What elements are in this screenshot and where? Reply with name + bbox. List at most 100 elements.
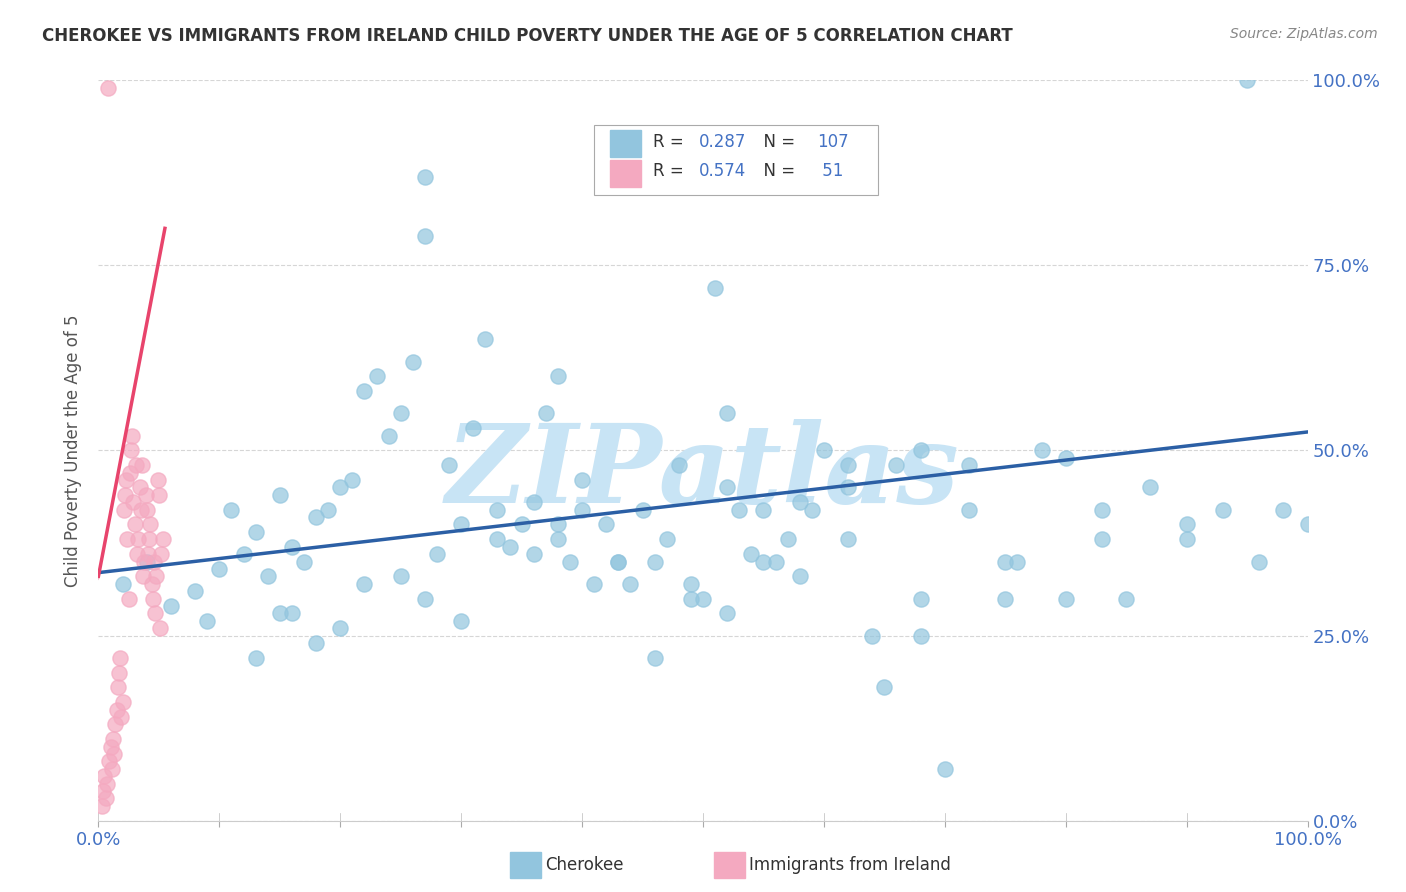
Point [1212, 502, 1234, 516]
Point [860, 628, 883, 642]
Point [305, 510, 328, 524]
Point [342, 473, 364, 487]
Point [679, 576, 702, 591]
Point [125, 458, 148, 473]
Point [547, 533, 569, 547]
FancyBboxPatch shape [610, 130, 641, 157]
Point [534, 407, 557, 421]
Point [655, 533, 678, 547]
Point [752, 555, 775, 569]
Point [115, 473, 138, 487]
Point [221, 502, 243, 516]
Point [558, 555, 581, 569]
Point [631, 502, 654, 516]
Point [93, 769, 115, 783]
Point [1296, 517, 1319, 532]
Point [292, 555, 315, 569]
Point [1175, 517, 1198, 532]
Point [607, 555, 630, 569]
Point [463, 421, 485, 435]
Point [571, 473, 593, 487]
Point [1272, 502, 1295, 516]
Point [101, 732, 124, 747]
Point [108, 650, 131, 665]
Point [789, 495, 811, 509]
Point [740, 547, 762, 561]
Point [269, 607, 291, 621]
Point [184, 584, 207, 599]
Point [118, 466, 141, 480]
Point [281, 607, 304, 621]
Point [644, 555, 666, 569]
Point [117, 533, 139, 547]
Point [679, 591, 702, 606]
Point [94, 791, 117, 805]
Point [316, 502, 339, 516]
Point [128, 480, 150, 494]
Point [136, 547, 159, 561]
Point [366, 369, 388, 384]
Point [127, 547, 149, 561]
Point [1091, 502, 1114, 516]
Point [122, 495, 145, 509]
Text: R =: R = [654, 133, 689, 151]
Point [110, 710, 132, 724]
Point [245, 650, 267, 665]
FancyBboxPatch shape [610, 160, 641, 187]
Point [329, 480, 352, 494]
Point [595, 517, 617, 532]
Point [910, 591, 932, 606]
Point [305, 636, 328, 650]
Point [1175, 533, 1198, 547]
Point [100, 739, 122, 754]
Text: Source: ZipAtlas.com: Source: ZipAtlas.com [1230, 27, 1378, 41]
Point [813, 443, 835, 458]
Point [1007, 555, 1029, 569]
Point [129, 502, 152, 516]
Text: 0.574: 0.574 [699, 162, 747, 180]
Point [135, 488, 157, 502]
Point [389, 569, 412, 583]
Point [120, 443, 142, 458]
Point [160, 599, 183, 613]
Point [232, 547, 254, 561]
Point [619, 576, 641, 591]
Point [668, 458, 690, 473]
Point [141, 576, 163, 591]
Point [91, 784, 114, 798]
Point [1091, 533, 1114, 547]
Point [426, 547, 449, 561]
Point [607, 555, 630, 569]
Point [143, 555, 166, 569]
Point [132, 569, 155, 583]
Text: N =: N = [752, 162, 800, 180]
Point [547, 369, 569, 384]
Point [523, 495, 546, 509]
Point [97, 80, 120, 95]
Point [498, 540, 520, 554]
Point [245, 524, 267, 539]
Point [716, 407, 738, 421]
Point [510, 517, 533, 532]
Point [765, 555, 787, 569]
Point [104, 717, 127, 731]
Point [135, 502, 157, 516]
Point [111, 695, 134, 709]
Point [105, 703, 128, 717]
Point [98, 755, 121, 769]
Point [437, 458, 460, 473]
Point [837, 480, 859, 494]
Point [450, 517, 472, 532]
Point [402, 354, 425, 368]
Point [994, 591, 1017, 606]
Point [716, 480, 738, 494]
Point [1249, 555, 1271, 569]
Text: N =: N = [752, 133, 800, 151]
Point [910, 628, 932, 642]
Point [281, 540, 304, 554]
Point [837, 458, 859, 473]
Point [776, 533, 799, 547]
Point [523, 547, 546, 561]
Point [789, 569, 811, 583]
Point [256, 569, 278, 583]
